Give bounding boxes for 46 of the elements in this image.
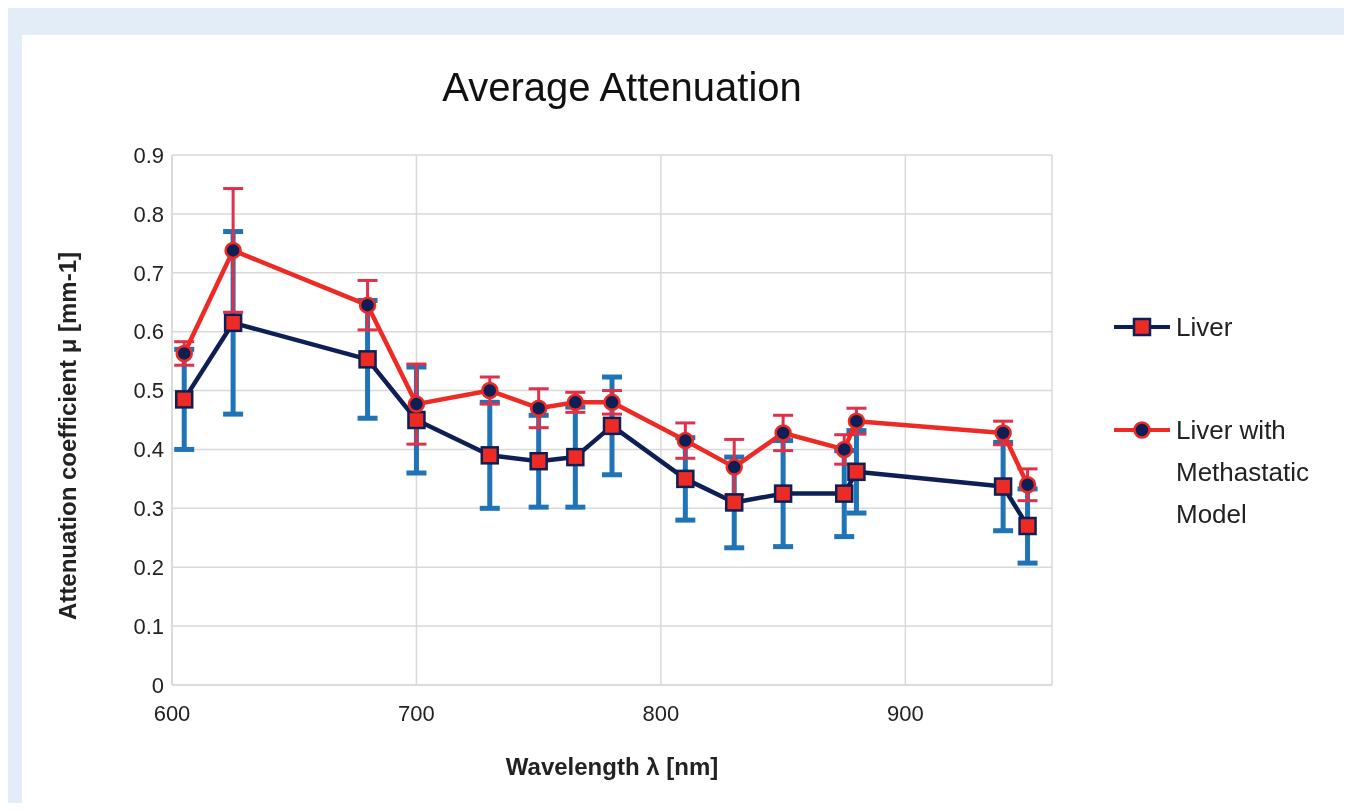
y-tick-label: 0.2: [133, 555, 164, 581]
point: [994, 424, 1012, 442]
point: [676, 431, 695, 450]
point: [529, 451, 548, 471]
x-tick-label: 800: [642, 700, 680, 726]
point: [566, 447, 585, 467]
y-axis-title: Attenuation coefficient μ [mm-1]: [53, 251, 81, 620]
point: [725, 458, 743, 476]
point: [993, 477, 1013, 496]
x-axis-title: Wavelength λ [nm]: [505, 753, 719, 780]
point: [174, 390, 194, 409]
point: [724, 493, 744, 512]
point: [602, 416, 622, 436]
point: [223, 313, 243, 333]
point: [358, 350, 377, 369]
point: [847, 462, 866, 482]
point: [407, 395, 426, 413]
x-tick-label: 700: [398, 700, 435, 726]
point: [529, 399, 548, 417]
y-tick-label: 0: [151, 672, 164, 698]
y-tick-label: 0.7: [133, 260, 164, 286]
point: [1018, 516, 1037, 536]
legend-label: Liver with Methastatic Model: [1176, 414, 1310, 531]
point: [1018, 476, 1037, 494]
point: [773, 484, 793, 503]
point: [407, 410, 426, 430]
point: [676, 469, 695, 489]
x-tick-label: 600: [153, 700, 191, 726]
y-tick-label: 0.4: [133, 437, 164, 463]
point: [480, 446, 500, 465]
y-tick-label: 0.6: [133, 319, 164, 345]
y-tick-label: 0.9: [133, 142, 164, 168]
y-tick-label: 0.3: [133, 496, 164, 522]
x-tick-label: 900: [886, 700, 924, 726]
y-tick-label: 0.5: [133, 378, 164, 404]
point: [224, 241, 242, 260]
legend-label: Liver: [1176, 311, 1234, 344]
point: [774, 424, 792, 442]
point: [835, 440, 853, 459]
point: [834, 484, 854, 503]
point: [481, 381, 499, 400]
y-tick-label: 0.8: [133, 201, 164, 227]
y-tick-label: 0.1: [133, 613, 164, 639]
point: [847, 412, 866, 430]
chart-title: Average Attenuation: [441, 65, 803, 110]
point: [358, 296, 377, 314]
